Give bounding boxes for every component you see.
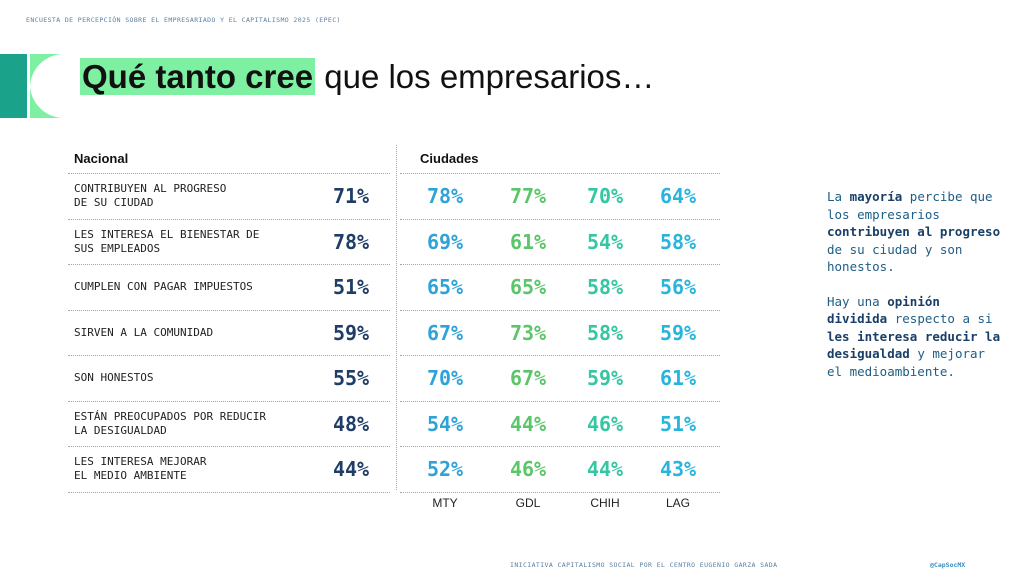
national-value: 71% (332, 184, 370, 208)
city-value-gdl: 44% (509, 411, 547, 436)
row-divider (68, 491, 390, 493)
body-text: de su ciudad y son honestos. (827, 241, 963, 275)
table-row: CUMPLEN CON PAGAR IMPUESTOS 51% 65% 65% 58% 5… (0, 264, 1024, 310)
city-label-chih: CHIH (590, 496, 620, 510)
row-divider (400, 264, 720, 265)
table-row: LES INTERESA EL BIENESTAR DE SUS EMPLEAD… (0, 219, 1024, 265)
city-value-chih: 59% (586, 366, 624, 390)
row-divider (68, 218, 390, 220)
footer-text: INICIATIVA CAPITALISMO SOCIAL POR EL CEN… (510, 561, 778, 569)
title-rest: que los empresarios… (315, 58, 655, 95)
title-highlight: Qué tanto cree (80, 58, 316, 95)
sidebar-note: La mayoría percibe que los empresarios c… (827, 188, 1007, 397)
city-value-gdl: 77% (509, 184, 547, 208)
row-divider (68, 400, 390, 402)
row-divider (400, 446, 720, 447)
national-value: 48% (332, 411, 370, 436)
city-value-gdl: 67% (509, 366, 547, 390)
city-value-chih: 58% (586, 320, 624, 345)
body-text: y mejorar el medioambiente. (827, 346, 986, 379)
city-value-chih: 46% (586, 411, 624, 436)
row-divider (400, 400, 720, 402)
row-divider (68, 264, 390, 265)
page-title: Qué tanto cree que los empresarios… (80, 57, 654, 97)
city-label-gdl: GDL (515, 496, 541, 510)
table-row: ESTÁN PREOCUPADOS POR REDUCIR LA DESIGUA… (0, 401, 1024, 447)
city-value-chih: 54% (586, 229, 624, 254)
city-value-gdl: 61% (509, 229, 547, 254)
row-divider (68, 446, 390, 447)
sidebar-paragraph-majority: La mayoría percibe que los empresarios c… (827, 188, 1007, 276)
cities-header: Ciudades (420, 151, 479, 166)
city-value-chih: 70% (586, 184, 624, 208)
city-value-chih: 44% (586, 457, 624, 481)
national-value: 51% (332, 275, 370, 299)
national-value: 44% (332, 457, 370, 481)
table-row: SON HONESTOS 55% 70% 67% 59% 61% (0, 355, 1024, 401)
row-label: SON HONESTOS (74, 371, 154, 384)
emphasis-text: opinión dividida (827, 293, 940, 327)
city-value-lag: 64% (659, 184, 697, 208)
city-value-gdl: 46% (509, 457, 547, 481)
city-value-mty: 67% (426, 320, 464, 345)
row-label: CUMPLEN CON PAGAR IMPUESTOS (74, 280, 253, 293)
row-label: SIRVEN A LA COMUNIDAD (74, 325, 214, 339)
city-value-lag: 43% (659, 457, 697, 481)
row-divider (400, 355, 720, 356)
row-divider (400, 218, 720, 220)
city-value-lag: 58% (659, 229, 697, 254)
body-text: respecto a si (887, 311, 993, 326)
row-label: LES INTERESA MEJORAR EL MEDIO AMBIENTE (74, 455, 207, 482)
city-value-mty: 65% (426, 275, 464, 299)
column-divider (396, 145, 397, 490)
row-divider (400, 173, 720, 174)
emphasis-text: les interesa reducir la desigualdad (827, 328, 1001, 362)
city-value-mty: 78% (426, 184, 464, 208)
city-value-lag: 56% (659, 275, 697, 299)
row-divider (400, 491, 720, 493)
sidebar-paragraph-divided: Hay una opinión dividida respecto a si l… (827, 293, 1007, 381)
national-value: 78% (332, 229, 370, 254)
city-value-chih: 58% (586, 275, 624, 299)
city-label-mty: MTY (432, 496, 458, 510)
table-row: SIRVEN A LA COMUNIDAD 59% 67% 73% 58% 59% (0, 310, 1024, 356)
survey-label: ENCUESTA DE PERCEPCIÓN SOBRE EL EMPRESAR… (26, 16, 341, 24)
row-label: CONTRIBUYEN AL PROGRESO DE SU CIUDAD (74, 182, 227, 209)
city-label-lag: LAG (665, 496, 690, 510)
city-value-lag: 61% (659, 366, 697, 390)
city-value-mty: 54% (426, 411, 464, 436)
emphasis-text: mayoría (849, 189, 903, 204)
city-value-mty: 52% (426, 457, 464, 481)
social-handle: @CapSocMX (930, 561, 966, 569)
city-value-lag: 51% (659, 411, 697, 436)
body-text: La (827, 189, 850, 204)
city-value-gdl: 65% (509, 275, 547, 299)
city-value-gdl: 73% (509, 320, 547, 345)
row-divider (68, 173, 390, 174)
city-value-mty: 70% (426, 366, 464, 390)
emphasis-text: contribuyen al progreso (827, 224, 1001, 239)
table-row: CONTRIBUYEN AL PROGRESO DE SU CIUDAD 71% 7… (0, 173, 1024, 219)
row-divider (68, 355, 390, 356)
body-text: Hay una (827, 293, 888, 309)
row-label: ESTÁN PREOCUPADOS POR REDUCIR LA DESIGUA… (74, 409, 267, 437)
national-value: 59% (332, 320, 370, 345)
logo-icon (0, 54, 64, 118)
body-text: percibe que los empresarios (827, 189, 993, 222)
city-value-mty: 69% (426, 229, 464, 254)
table-row: LES INTERESA MEJORAR EL MEDIO AMBIENTE 44… (0, 446, 1024, 492)
city-value-lag: 59% (659, 320, 697, 345)
row-divider (68, 309, 390, 311)
national-header: Nacional (74, 151, 129, 166)
row-divider (400, 309, 720, 311)
row-label: LES INTERESA EL BIENESTAR DE SUS EMPLEAD… (74, 227, 260, 255)
national-value: 55% (332, 366, 370, 390)
